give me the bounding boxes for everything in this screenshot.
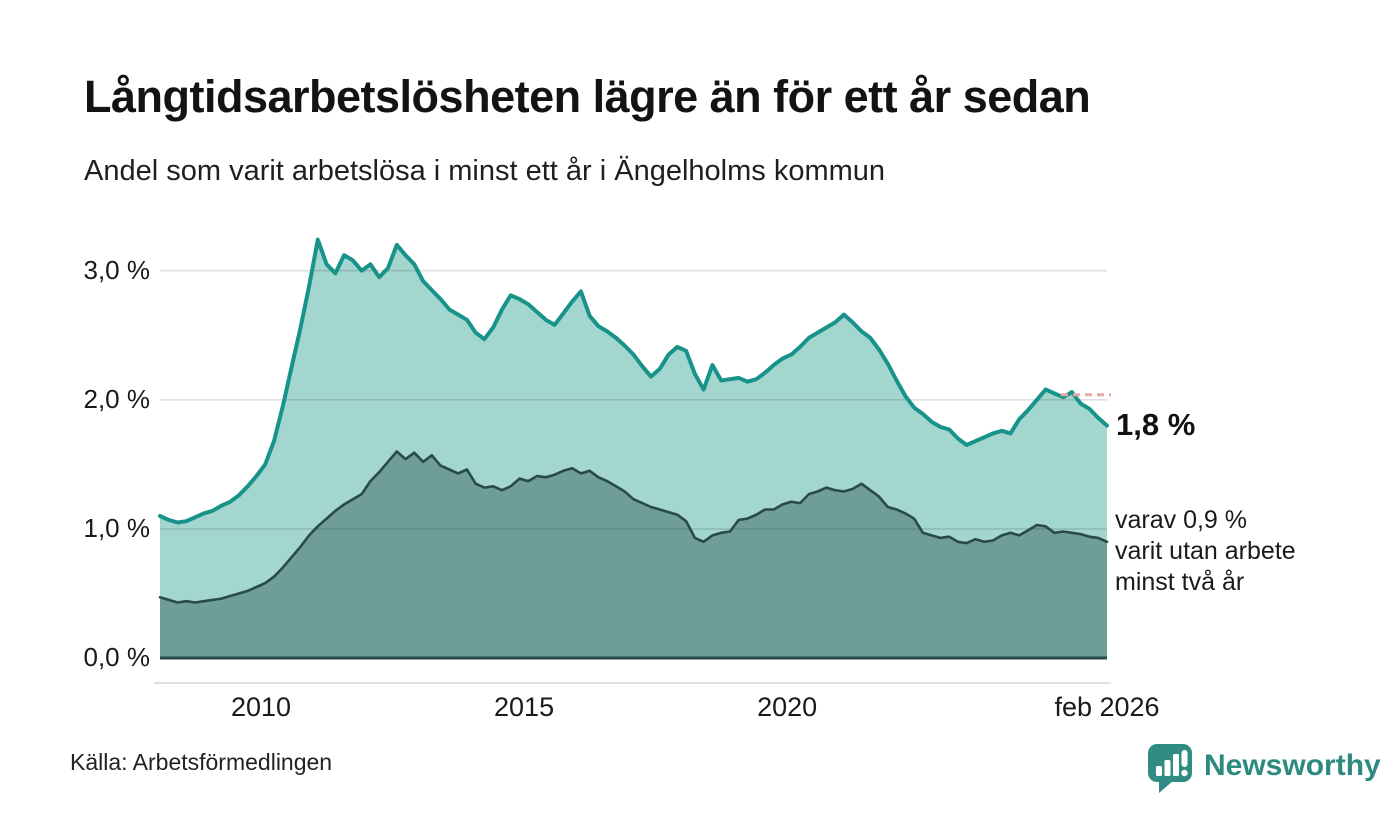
page-subtitle: Andel som varit arbetslösa i minst ett å… [84, 155, 886, 187]
y-tick-label: 3,0 % [83, 254, 151, 285]
newsworthy-bubble-icon [1148, 744, 1192, 793]
endpoint-sub-line-2: varit utan arbete [1115, 537, 1296, 565]
x-tick-label: 2010 [230, 692, 292, 722]
y-axis: 0,0 % 1,0 % 2,0 % 3,0 % [0, 0, 151, 840]
brand-name: Newsworthy [1204, 749, 1381, 782]
page-title: Långtidsarbetslösheten lägre än för ett … [84, 71, 1091, 122]
y-tick-label: 0,0 % [83, 641, 151, 672]
brand-logo: Newsworthy [1146, 742, 1381, 794]
source-text: Källa: Arbetsförmedlingen [70, 749, 333, 775]
endpoint-sub-label: varav 0,9 % varit utan arbete minst två … [1115, 505, 1296, 598]
x-tick-label: 2015 [494, 692, 555, 722]
endpoint-sub-line-3: minst två år [1115, 568, 1245, 596]
x-tick-label: 2020 [757, 692, 818, 722]
y-tick-label: 2,0 % [83, 383, 151, 414]
y-tick-label: 1,0 % [83, 512, 151, 543]
endpoint-sub-line-1: varav 0,9 % [1115, 506, 1248, 534]
x-tick-label: feb 2026 [1054, 692, 1160, 722]
endpoint-value-label: 1,8 % [1116, 407, 1196, 442]
